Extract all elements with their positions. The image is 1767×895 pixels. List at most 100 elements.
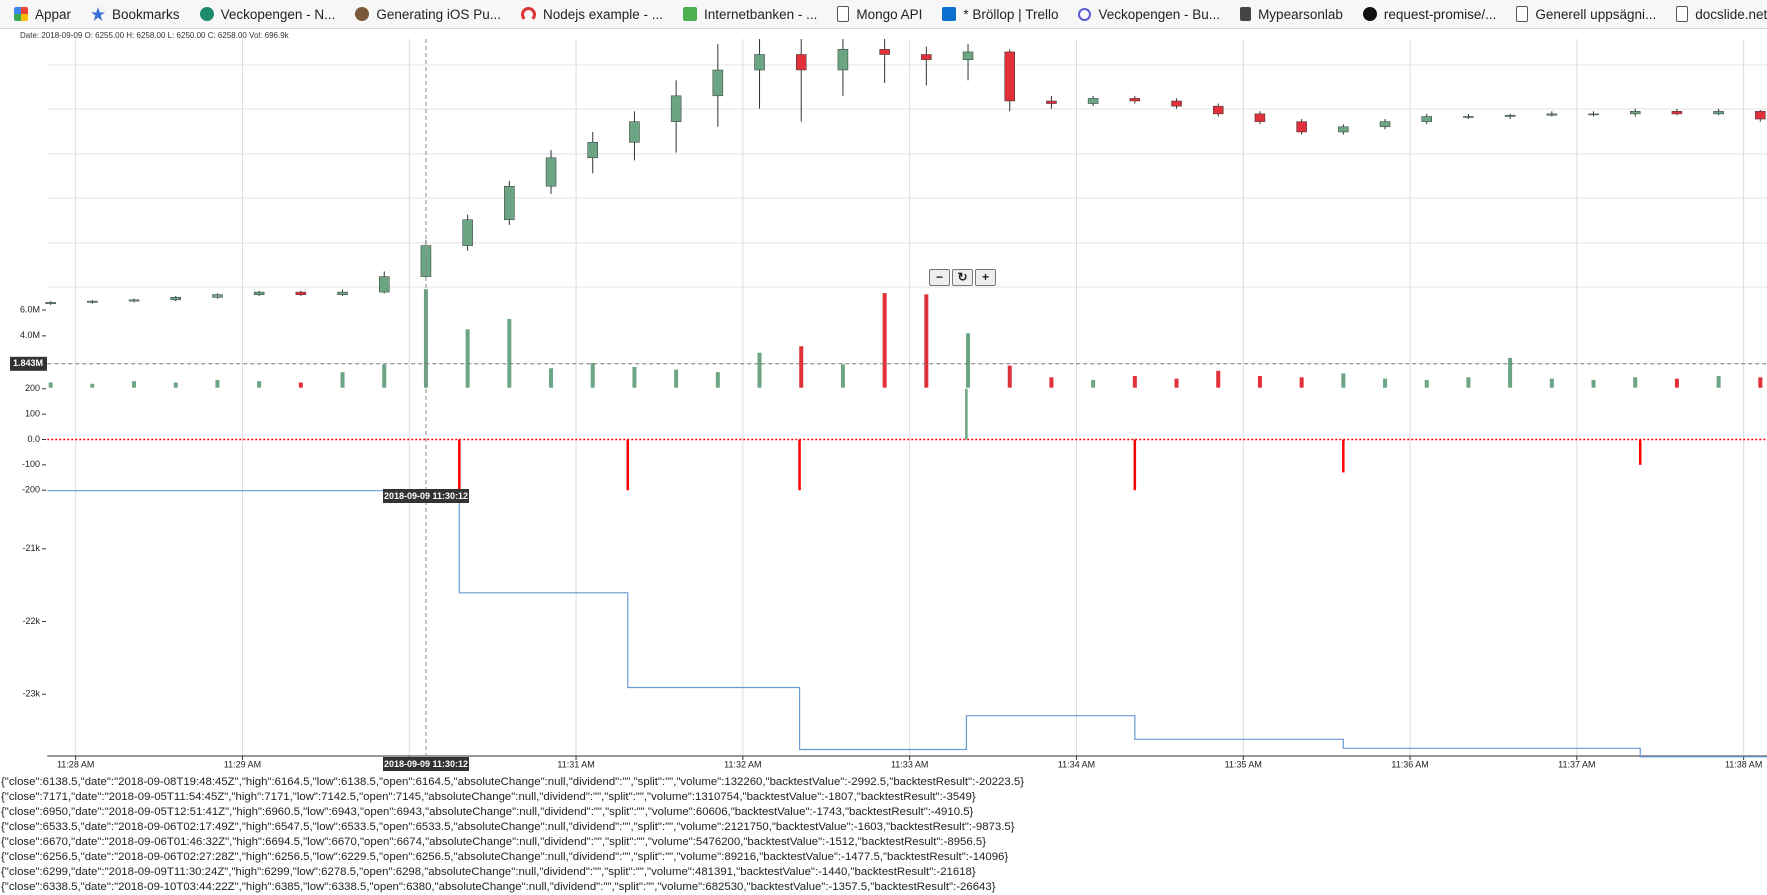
ohlc-tooltip: Date: 2018-09-09 O: 6255.00 H: 6258.00 L…	[20, 31, 289, 40]
bookmark[interactable]: Mongo API	[837, 6, 922, 22]
icon	[1240, 7, 1252, 21]
icon	[520, 6, 536, 22]
y-tick-label: 100	[25, 409, 40, 419]
bar	[924, 294, 929, 388]
reset-button[interactable]: ↻	[952, 269, 973, 286]
candle-body	[629, 121, 640, 143]
bookmark[interactable]: * Bröllop | Trello	[942, 7, 1058, 22]
x-tick-label: 11:33 AM	[891, 759, 928, 769]
candle-body	[1629, 111, 1641, 115]
bar	[590, 363, 595, 388]
bar	[1091, 379, 1096, 388]
x-tick-label: 11:34 AM	[1058, 759, 1095, 769]
bar	[1174, 378, 1179, 388]
bar	[1299, 377, 1304, 388]
y-tick-label: -21k	[22, 543, 40, 553]
bar	[1591, 379, 1596, 388]
log-line: {"close":7171,"date":"2018-09-05T11:54:4…	[1, 791, 976, 803]
candle-body	[87, 300, 98, 303]
bar	[1341, 373, 1346, 388]
bar	[757, 352, 762, 388]
y-tick-label: 200	[25, 383, 40, 393]
icon	[1676, 6, 1689, 22]
candle-body	[587, 142, 598, 159]
candle-body	[1671, 111, 1683, 115]
bookmark[interactable]: Generell uppsägni...	[1516, 6, 1656, 22]
zoom-out-button[interactable]: −	[929, 269, 950, 286]
candle-body	[378, 276, 390, 293]
bookmark[interactable]: Appar	[14, 7, 71, 22]
zoom-in-button[interactable]: +	[975, 269, 996, 286]
bookmark[interactable]: Mypearsonlab	[1240, 7, 1343, 22]
bar	[1633, 377, 1638, 388]
candle-body	[1463, 116, 1474, 118]
log-line: {"close":6533.5,"date":"2018-09-06T02:17…	[1, 821, 1015, 833]
cursor-label: 2018-09-09 11:30:12	[383, 489, 469, 503]
bookmark[interactable]: docslide.net_an-in...	[1676, 6, 1767, 22]
icon	[1362, 7, 1377, 21]
bookmark[interactable]: Veckopengen - Bu...	[1078, 7, 1220, 22]
bookmark-label: Veckopengen - N...	[220, 6, 336, 22]
bookmark[interactable]: Veckopengen - N...	[199, 6, 336, 22]
log-line: {"close":6950,"date":"2018-09-05T12:51:4…	[1, 806, 974, 818]
bookmark[interactable]: Bookmarks	[91, 7, 180, 22]
bar	[1424, 379, 1429, 388]
bookmark-label: request-promise/...	[1383, 6, 1497, 22]
icon	[942, 7, 957, 21]
bookmark[interactable]: Nodejs example - ...	[520, 6, 664, 22]
bar	[799, 346, 804, 388]
bookmark[interactable]: Generating iOS Pu...	[355, 7, 501, 22]
candle-body	[670, 95, 682, 122]
bar	[1716, 376, 1721, 388]
candle-body	[1212, 105, 1224, 115]
bar	[340, 372, 345, 388]
bar	[1132, 376, 1137, 388]
candle-body	[1004, 51, 1015, 102]
bar	[458, 439, 461, 491]
candle-body	[921, 54, 932, 60]
bookmark-label: Nodejs example - ...	[542, 6, 664, 22]
log-line: {"close":6670,"date":"2018-09-06T01:46:3…	[1, 836, 987, 848]
price-grid	[47, 64, 1767, 288]
x-tick-label: 11:37 AM	[1558, 759, 1595, 769]
candle-body	[504, 185, 515, 221]
icon	[1078, 7, 1092, 21]
bar	[798, 439, 801, 491]
bookmark[interactable]: request-promise/...	[1362, 6, 1497, 22]
candle-body	[1504, 114, 1516, 117]
bar	[1133, 439, 1137, 491]
bar	[215, 379, 220, 388]
y-tick-label: -200	[22, 485, 40, 495]
candle-body	[253, 291, 265, 295]
candle-body	[754, 54, 765, 71]
y-tick-label: -100	[22, 459, 40, 469]
bar	[1549, 378, 1554, 388]
bookmark-label: Appar	[35, 6, 72, 22]
bookmark-label: Bookmarks	[112, 6, 180, 22]
candle-body	[462, 219, 473, 246]
candle-body	[1087, 98, 1099, 104]
bar	[1007, 365, 1012, 388]
candle-body	[1588, 113, 1599, 116]
x-tick-label: 11:36 AM	[1391, 759, 1428, 769]
bar	[132, 381, 137, 388]
candle-body	[1755, 111, 1766, 120]
bar	[1342, 439, 1345, 473]
candle-body	[128, 299, 140, 302]
y-tick-label: -23k	[22, 689, 40, 699]
candle-body	[295, 291, 307, 295]
bar	[1216, 370, 1221, 388]
log-line: {"close":6138.5,"date":"2018-09-08T19:48…	[1, 776, 1025, 788]
bookmarks-bar: Appar Bookmarks Veckopengen - N... Gener…	[0, 0, 1767, 29]
bar	[507, 319, 512, 388]
bar	[674, 369, 679, 388]
icon	[837, 6, 850, 22]
x-grid	[75, 39, 1745, 756]
candle-body	[712, 69, 724, 97]
crosshair-label: 1.843M	[13, 358, 43, 368]
bar	[882, 293, 887, 388]
candle-body	[1129, 98, 1141, 102]
bookmark[interactable]: Internetbanken - ...	[683, 7, 817, 22]
step-line	[47, 490, 1767, 758]
